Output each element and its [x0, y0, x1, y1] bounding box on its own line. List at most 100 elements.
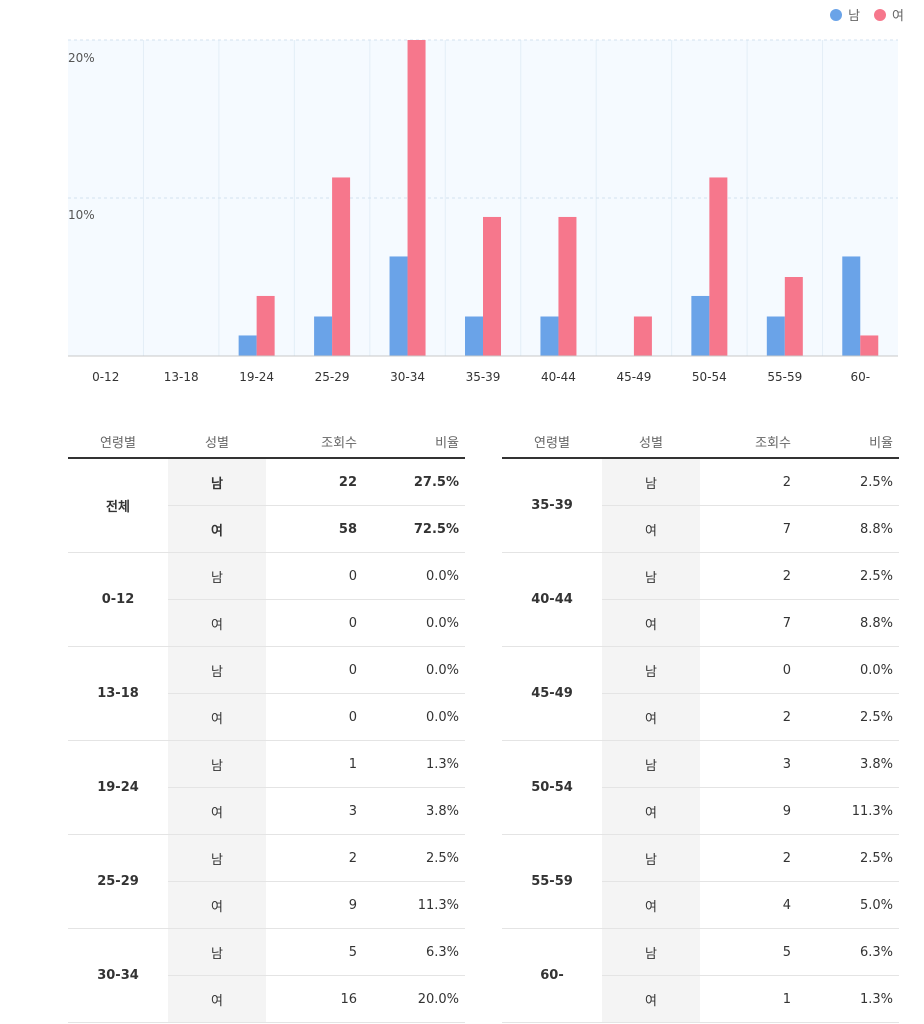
gender-cell: 남	[168, 646, 266, 694]
gender-cell: 남	[602, 928, 700, 976]
ratio-cell: 0.0%	[363, 552, 465, 600]
x-tick-label: 35-39	[465, 370, 501, 384]
header-ratio: 비율	[797, 425, 899, 459]
views-cell: 7	[700, 599, 797, 647]
legend-item-female[interactable]: 여	[874, 5, 904, 24]
x-tick-label: 55-59	[767, 370, 803, 384]
views-cell: 0	[266, 646, 363, 694]
header-age: 연령별	[68, 425, 168, 459]
x-tick-label: 13-18	[163, 370, 199, 384]
table-row: 여 1 1.3%	[502, 975, 899, 1023]
views-cell: 16	[266, 975, 363, 1023]
stats-table-left: 연령별 성별 조회수 비율 전체 남 22 27.5% 여 58 72.5% 0-12 남 0 0.…	[68, 425, 465, 1023]
gender-cell: 여	[602, 787, 700, 835]
header-views: 조회수	[266, 425, 363, 459]
legend-label-male: 남	[848, 9, 861, 24]
ratio-cell: 8.8%	[797, 599, 899, 647]
ratio-cell: 2.5%	[797, 552, 899, 600]
age-group-cell: 50-54	[502, 740, 602, 835]
table-row: 여 0 0.0%	[68, 693, 465, 741]
bar-female-30-34[interactable]	[407, 40, 426, 356]
bar-female-45-49[interactable]	[633, 316, 652, 357]
gender-cell: 여	[602, 505, 700, 553]
views-cell: 3	[266, 787, 363, 835]
views-cell: 1	[700, 975, 797, 1023]
gender-cell: 남	[168, 740, 266, 788]
table-row: 55-59 남 2 2.5%	[502, 834, 899, 929]
bar-female-55-59[interactable]	[784, 277, 803, 356]
views-cell: 0	[266, 552, 363, 600]
views-cell: 22	[266, 458, 363, 506]
gender-cell: 남	[602, 552, 700, 600]
x-tick-label: 25-29	[314, 370, 350, 384]
table-row: 25-29 남 2 2.5%	[68, 834, 465, 929]
bar-male-25-29[interactable]	[314, 316, 333, 357]
age-group-cell: 전체	[68, 458, 168, 553]
header-ratio: 비율	[363, 425, 465, 459]
ratio-cell: 8.8%	[797, 505, 899, 553]
gender-cell: 남	[168, 552, 266, 600]
bar-male-19-24[interactable]	[238, 335, 257, 356]
views-cell: 9	[700, 787, 797, 835]
table-row: 여 9 11.3%	[502, 787, 899, 835]
bar-male-50-54[interactable]	[691, 295, 710, 356]
table-row: 50-54 남 3 3.8%	[502, 740, 899, 835]
chart-legend: 남 여	[830, 5, 904, 24]
x-tick-label: 0-12	[92, 370, 120, 384]
age-group-cell: 40-44	[502, 552, 602, 647]
bar-male-40-44[interactable]	[540, 316, 559, 357]
table-row: 여 3 3.8%	[68, 787, 465, 835]
ratio-cell: 0.0%	[363, 693, 465, 741]
gender-cell: 여	[168, 505, 266, 553]
ratio-cell: 72.5%	[363, 505, 465, 553]
gender-cell: 여	[168, 787, 266, 835]
age-group-cell: 60-	[502, 928, 602, 1023]
bar-male-55-59[interactable]	[766, 316, 785, 357]
ratio-cell: 27.5%	[363, 458, 465, 506]
gender-cell: 여	[602, 693, 700, 741]
table-row: 여 16 20.0%	[68, 975, 465, 1023]
ratio-cell: 20.0%	[363, 975, 465, 1023]
bar-female-19-24[interactable]	[256, 295, 275, 356]
views-cell: 0	[266, 693, 363, 741]
table-row: 0-12 남 0 0.0%	[68, 552, 465, 647]
bar-male-35-39[interactable]	[465, 316, 483, 357]
ratio-cell: 2.5%	[363, 834, 465, 882]
views-cell: 0	[266, 599, 363, 647]
ratio-cell: 6.3%	[797, 928, 899, 976]
age-gender-chart: 남 여 20% 10% 0-12 13-18 19-24 25-29 30-34 35-3…	[0, 0, 924, 400]
legend-dot-female-icon	[874, 8, 887, 21]
bar-male-60-[interactable]	[842, 256, 861, 356]
age-group-cell: 30-34	[68, 928, 168, 1023]
table-row: 여 4 5.0%	[502, 881, 899, 929]
views-cell: 1	[266, 740, 363, 788]
bar-male-30-34[interactable]	[389, 256, 408, 356]
bar-female-40-44[interactable]	[558, 216, 577, 356]
ratio-cell: 1.3%	[797, 975, 899, 1023]
views-cell: 58	[266, 505, 363, 553]
bar-female-60-[interactable]	[860, 335, 879, 356]
ratio-cell: 2.5%	[797, 834, 899, 882]
views-cell: 0	[700, 646, 797, 694]
x-tick-label: 45-49	[616, 370, 652, 384]
bar-female-25-29[interactable]	[332, 177, 351, 356]
x-tick-label: 30-34	[390, 370, 425, 384]
gender-cell: 남	[168, 458, 266, 506]
gender-cell: 여	[602, 975, 700, 1023]
ratio-cell: 3.8%	[363, 787, 465, 835]
bar-female-35-39[interactable]	[483, 216, 501, 356]
ratio-cell: 0.0%	[363, 646, 465, 694]
age-group-cell: 45-49	[502, 646, 602, 741]
ratio-cell: 2.5%	[797, 458, 899, 506]
table-row: 여 9 11.3%	[68, 881, 465, 929]
y-tick-10: 10%	[68, 208, 95, 222]
table-row: 여 0 0.0%	[68, 599, 465, 647]
age-group-cell: 19-24	[68, 740, 168, 835]
legend-item-male[interactable]: 남	[830, 5, 860, 24]
bar-female-50-54[interactable]	[709, 177, 728, 356]
views-cell: 2	[700, 693, 797, 741]
ratio-cell: 0.0%	[797, 646, 899, 694]
table-row: 40-44 남 2 2.5%	[502, 552, 899, 647]
table-row: 여 58 72.5%	[68, 505, 465, 553]
ratio-cell: 6.3%	[363, 928, 465, 976]
